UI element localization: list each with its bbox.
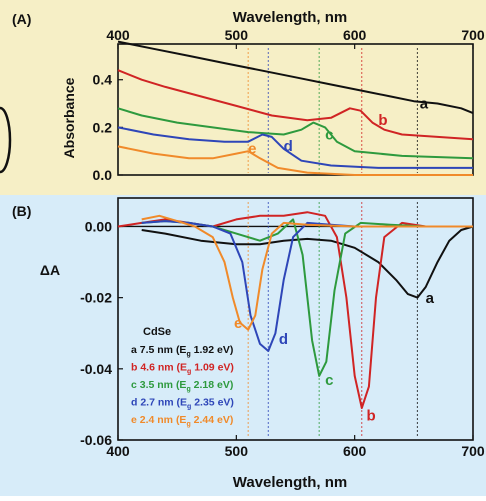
series-label-a: a — [426, 290, 435, 307]
y-tick-label: -0.04 — [80, 361, 112, 377]
series-label-d: d — [284, 138, 293, 155]
y-tick-label: 0.4 — [93, 72, 113, 88]
series-label-a: a — [420, 95, 429, 112]
panel-b-y-axis-title: ΔA — [40, 262, 60, 278]
y-tick-label: -0.02 — [80, 290, 112, 306]
y-tick-label: 0.0 — [93, 167, 113, 183]
legend-entry-c: c 3.5 nm (Eg 2.18 eV) — [131, 379, 233, 393]
x-tick-label: 700 — [461, 443, 485, 459]
panel-b-x-axis-title: Wavelength, nm — [233, 474, 347, 491]
panel-b-tag: (B) — [12, 203, 31, 219]
series-label-c: c — [325, 126, 333, 143]
series-line-c — [117, 107, 474, 160]
panel-a-y-axis-title: Absorbance — [61, 77, 77, 158]
series-label-d: d — [279, 331, 288, 348]
series-label-e: e — [248, 141, 256, 158]
y-tick-label: 0.2 — [93, 119, 113, 135]
legend: CdSe a 7.5 nm (Eg 1.92 eV) b 4.6 nm (Eg 1… — [131, 326, 234, 428]
x-tick-label: 500 — [225, 27, 249, 43]
x-tick-label: 700 — [461, 27, 485, 43]
legend-entry-e: e 2.4 nm (Eg 2.44 eV) — [131, 414, 233, 428]
series-line-e — [117, 145, 473, 176]
legend-title: CdSe — [143, 326, 171, 338]
plot-frame — [117, 43, 474, 176]
legend-entries: a 7.5 nm (Eg 1.92 eV) b 4.6 nm (Eg 1.09 e… — [131, 344, 234, 428]
series-line-e — [141, 214, 473, 331]
series-label-b: b — [367, 407, 376, 424]
series-line-a — [141, 225, 474, 299]
y-tick-label: -0.06 — [80, 432, 112, 448]
x-tick-label: 600 — [343, 443, 367, 459]
series-line-d — [117, 126, 473, 169]
x-tick-label: 400 — [106, 27, 130, 43]
series-label-e: e — [234, 315, 242, 332]
series-line-a — [117, 40, 474, 115]
legend-entry-b: b 4.6 nm (Eg 1.09 eV) — [131, 362, 234, 376]
x-tick-label: 400 — [106, 443, 130, 459]
x-tick-label: 500 — [225, 443, 249, 459]
y-tick-label: 0.00 — [85, 218, 112, 234]
panel-a-x-axis-title: Wavelength, nm — [233, 9, 347, 26]
x-tick-label: 600 — [343, 27, 367, 43]
series-line-b — [117, 69, 474, 141]
plot-frame — [117, 197, 474, 441]
panel-a-tag: (A) — [12, 11, 31, 27]
panel-a-background — [0, 0, 486, 195]
panel-a-plot: 400 500 600 700 0.0 0.2 0.4 a b c d e — [93, 27, 485, 183]
series-label-c: c — [325, 372, 333, 389]
series-label-b: b — [378, 112, 387, 129]
legend-entry-a: a 7.5 nm (Eg 1.92 eV) — [131, 344, 233, 358]
legend-entry-d: d 2.7 nm (Eg 2.35 eV) — [131, 397, 234, 411]
panel-b-plot: 400 500 600 700 0.00 -0.02 -0.04 -0.06 a b c d e — [80, 197, 485, 459]
edge-arc-decoration — [0, 106, 12, 174]
